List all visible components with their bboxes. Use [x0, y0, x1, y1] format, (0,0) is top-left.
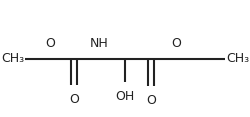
Text: O: O	[45, 37, 55, 50]
Text: CH₃: CH₃	[226, 52, 249, 65]
Text: OH: OH	[115, 90, 134, 103]
Text: CH₃: CH₃	[1, 52, 24, 65]
Text: NH: NH	[90, 37, 109, 50]
Text: O: O	[172, 37, 181, 50]
Text: O: O	[69, 93, 79, 106]
Text: O: O	[146, 94, 156, 107]
